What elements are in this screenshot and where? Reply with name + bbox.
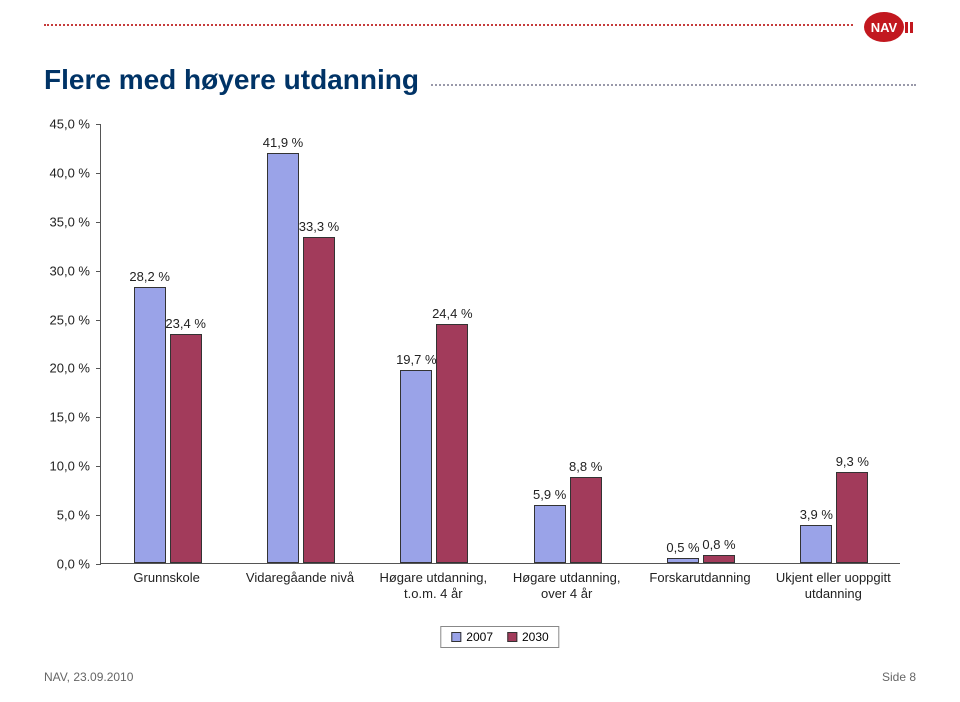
y-axis-label: 40,0 % [34, 165, 90, 180]
bar-value-label: 41,9 % [263, 135, 303, 150]
category-label: Grunnskole [100, 570, 233, 586]
bar-group: 5,9 %8,8 % [501, 124, 634, 563]
category-label: Høgare utdanning,over 4 år [500, 570, 633, 601]
svg-text:NAV: NAV [871, 20, 898, 35]
category-label: Høgare utdanning,t.o.m. 4 år [367, 570, 500, 601]
bar-group: 28,2 %23,4 % [101, 124, 234, 563]
bar-value-label: 19,7 % [396, 352, 436, 367]
bar-2007: 28,2 % [134, 287, 166, 563]
y-axis-label: 10,0 % [34, 459, 90, 474]
category-label: Vidaregåande nivå [233, 570, 366, 586]
bar-value-label: 8,8 % [569, 459, 602, 474]
legend: 2007 2030 [440, 626, 559, 648]
category-label: Ukjent eller uoppgittutdanning [767, 570, 900, 601]
legend-label-2007: 2007 [466, 630, 493, 644]
bar-2030: 0,8 % [703, 555, 735, 563]
bar-group: 41,9 %33,3 % [234, 124, 367, 563]
nav-logo-icon: NAV [862, 10, 916, 49]
y-axis-label: 20,0 % [34, 361, 90, 376]
legend-item-2030: 2030 [507, 630, 549, 644]
bar-value-label: 5,9 % [533, 487, 566, 502]
y-axis-label: 0,0 % [34, 557, 90, 572]
bar-value-label: 24,4 % [432, 306, 472, 321]
footer-date: NAV, 23.09.2010 [44, 670, 133, 684]
bar-group: 3,9 %9,3 % [768, 124, 901, 563]
bar-chart: 28,2 %23,4 %41,9 %33,3 %19,7 %24,4 %5,9 … [100, 124, 900, 584]
bar-value-label: 0,8 % [702, 537, 735, 552]
bar-value-label: 0,5 % [666, 540, 699, 555]
page-title: Flere med høyere utdanning [44, 64, 431, 96]
footer-page: Side 8 [882, 670, 916, 684]
bar-2007: 3,9 % [800, 525, 832, 563]
bar-2030: 8,8 % [570, 477, 602, 563]
legend-item-2007: 2007 [451, 630, 493, 644]
y-axis-label: 25,0 % [34, 312, 90, 327]
plot-area: 28,2 %23,4 %41,9 %33,3 %19,7 %24,4 %5,9 … [100, 124, 900, 564]
bar-group: 0,5 %0,8 % [634, 124, 767, 563]
legend-swatch-2030 [507, 632, 517, 642]
bar-2030: 23,4 % [170, 334, 202, 563]
y-axis-label: 5,0 % [34, 508, 90, 523]
y-axis-label: 45,0 % [34, 117, 90, 132]
bar-2030: 24,4 % [436, 324, 468, 563]
bar-2007: 19,7 % [400, 370, 432, 563]
bar-2007: 41,9 % [267, 153, 299, 563]
bar-value-label: 28,2 % [129, 269, 169, 284]
bar-2030: 9,3 % [836, 472, 868, 563]
bar-2007: 5,9 % [534, 505, 566, 563]
legend-label-2030: 2030 [522, 630, 549, 644]
brand-logo: NAV [854, 10, 916, 49]
y-tick [96, 564, 101, 565]
bar-2030: 33,3 % [303, 237, 335, 563]
y-axis-label: 15,0 % [34, 410, 90, 425]
bar-value-label: 33,3 % [299, 219, 339, 234]
bar-value-label: 9,3 % [836, 454, 869, 469]
y-axis-label: 35,0 % [34, 214, 90, 229]
bar-value-label: 3,9 % [800, 507, 833, 522]
bar-group: 19,7 %24,4 % [368, 124, 501, 563]
y-axis-label: 30,0 % [34, 263, 90, 278]
bar-2007: 0,5 % [667, 558, 699, 563]
category-label: Forskarutdanning [633, 570, 766, 586]
legend-swatch-2007 [451, 632, 461, 642]
header-rule [44, 24, 916, 26]
bar-value-label: 23,4 % [165, 316, 205, 331]
